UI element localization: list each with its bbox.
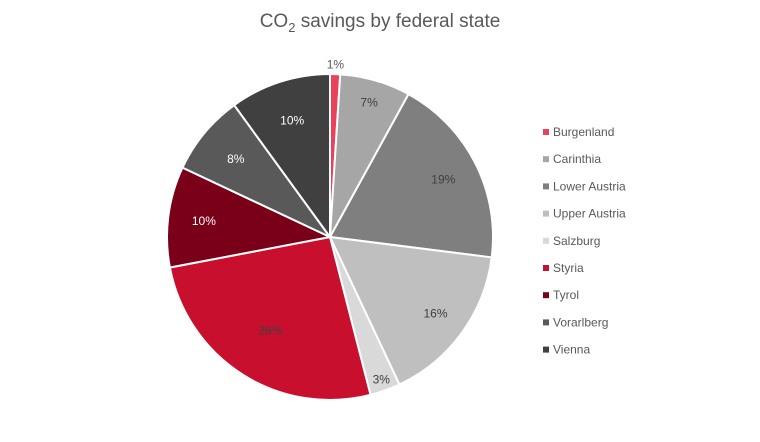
pie-data-labels: 1% 7% 19% 16% 3% 26% 10% 8% 10%: [192, 57, 456, 386]
chart-title: CO2 savings by federal state: [260, 11, 501, 35]
pie-slices: [166, 72, 494, 402]
legend-label: Tyrol: [553, 288, 579, 302]
data-label-vienna: 10%: [280, 114, 304, 128]
chart-title-main: CO: [260, 11, 289, 32]
legend-item-burgenland: Burgenland: [543, 125, 614, 139]
legend-swatch: [543, 292, 549, 299]
legend-item-vorarlberg: Vorarlberg: [543, 315, 608, 329]
legend-item-vienna: Vienna: [543, 343, 590, 357]
pie-slice-tyrol: [166, 166, 334, 269]
legend-label: Lower Austria: [553, 179, 626, 193]
chart-title-subscript: 2: [288, 20, 295, 35]
legend-item-carinthia: Carinthia: [543, 152, 601, 166]
data-label-burgenland: 1%: [327, 57, 345, 71]
legend-item-lower-austria: Lower Austria: [543, 179, 626, 193]
legend-label: Vienna: [553, 343, 590, 357]
pie-slice-styria: [168, 235, 372, 402]
legend-item-styria: Styria: [543, 261, 584, 275]
legend-label: Styria: [553, 261, 584, 275]
data-label-vorarlberg: 8%: [227, 152, 245, 166]
pie-slice-lower-austria: [328, 92, 494, 259]
pie-slice-vienna: [232, 72, 331, 241]
data-label-lower-austria: 19%: [431, 172, 455, 186]
legend-item-upper-austria: Upper Austria: [543, 207, 626, 221]
legend-label: Carinthia: [553, 152, 601, 166]
data-label-carinthia: 7%: [360, 95, 378, 109]
legend-label: Vorarlberg: [553, 315, 608, 329]
legend-label: Salzburg: [553, 234, 600, 248]
pie-slice-upper-austria: [328, 235, 493, 386]
legend-swatch: [543, 129, 549, 135]
legend-swatch: [543, 183, 549, 190]
legend-swatch: [543, 346, 549, 353]
legend: Burgenland Carinthia Lower Austria Upper Au…: [543, 125, 626, 357]
legend-swatch: [543, 319, 549, 326]
legend-item-tyrol: Tyrol: [543, 288, 579, 302]
legend-swatch: [543, 210, 549, 217]
data-label-tyrol: 10%: [192, 214, 216, 228]
legend-item-salzburg: Salzburg: [543, 234, 600, 248]
legend-swatch: [543, 156, 549, 163]
chart-title-rest: savings by federal state: [295, 11, 500, 32]
data-label-upper-austria: 16%: [423, 307, 447, 321]
legend-label: Upper Austria: [553, 207, 626, 221]
data-label-salzburg: 3%: [373, 373, 391, 387]
legend-label: Burgenland: [553, 125, 614, 139]
legend-swatch: [543, 237, 549, 244]
legend-swatch: [543, 265, 549, 271]
data-label-styria: 26%: [259, 324, 283, 338]
